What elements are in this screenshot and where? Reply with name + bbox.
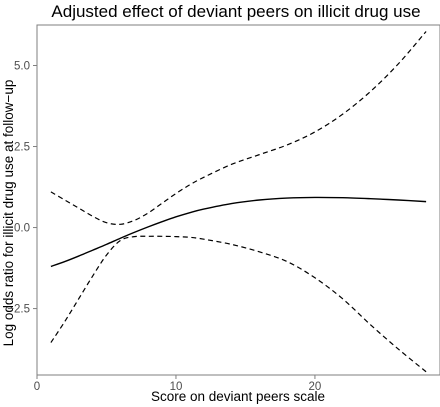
x-tick-label: 20 (309, 381, 322, 393)
estimate-line (50, 196, 427, 268)
chart-title: Adjusted effect of deviant peers on illi… (51, 2, 420, 21)
plot-panel (36, 24, 440, 376)
axis-ticks: 0 10 20 −2.5 0.0 2.5 5.0 (7, 61, 321, 393)
y-tick-label: 5.0 (14, 61, 30, 73)
y-tick-label: −2.5 (7, 304, 30, 316)
upper-ci-line (50, 31, 427, 226)
x-tick-label: 10 (170, 381, 183, 393)
lower-ci-line (50, 235, 427, 373)
series-layer (50, 31, 427, 373)
x-tick-label: 0 (34, 381, 40, 393)
y-tick-label: 2.5 (14, 142, 30, 154)
y-axis-label: Log odds ratio for illicit drug use at f… (1, 80, 16, 347)
x-axis-label: Score on deviant peers scale (151, 389, 325, 404)
y-tick-label: 0.0 (14, 223, 30, 235)
